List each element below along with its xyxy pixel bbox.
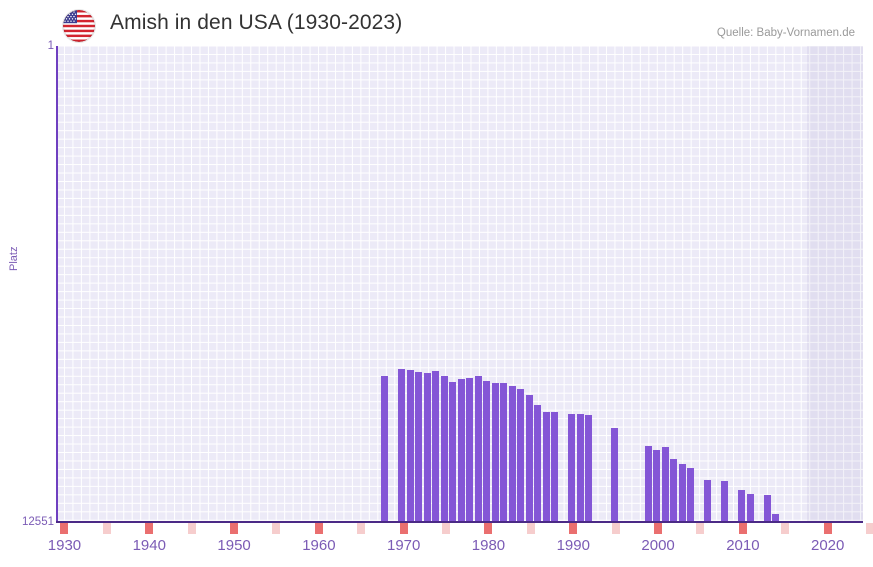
bar-2008[interactable]	[721, 481, 728, 522]
x-tick-1975	[442, 523, 451, 534]
x-axis-label-2020: 2020	[810, 537, 845, 554]
x-tick-1930	[60, 523, 69, 534]
bar-1979[interactable]	[475, 376, 482, 522]
x-tick-1960	[314, 523, 323, 534]
bar-1977[interactable]	[458, 379, 465, 522]
x-axis-label-1980: 1980	[471, 537, 506, 554]
source-attribution: Quelle: Baby-Vornamen.de	[716, 27, 855, 39]
y-axis-title: Platz	[8, 246, 20, 271]
bar-1985[interactable]	[526, 395, 533, 522]
bar-2011[interactable]	[747, 494, 754, 522]
bar-1990[interactable]	[568, 414, 575, 522]
bar-1992[interactable]	[585, 415, 592, 522]
chart-plot-area	[56, 46, 863, 522]
x-tick-2005	[696, 523, 705, 534]
x-axis-label-1940: 1940	[132, 537, 166, 554]
bar-1984[interactable]	[517, 389, 524, 522]
x-axis-label-1960: 1960	[302, 537, 336, 554]
x-axis-label-1930: 1930	[47, 537, 82, 554]
x-tick-1935	[102, 523, 111, 534]
x-tick-1970	[399, 523, 408, 534]
x-tick-1940	[145, 523, 154, 534]
bar-1983[interactable]	[509, 386, 516, 522]
x-tick-1955	[272, 523, 281, 534]
bar-2003[interactable]	[679, 464, 686, 522]
x-axis-ticks	[56, 523, 873, 535]
x-tick-2020	[823, 523, 832, 534]
x-tick-1985	[526, 523, 535, 534]
y-axis-line	[56, 46, 58, 523]
bar-2010[interactable]	[738, 490, 745, 522]
bar-1971[interactable]	[407, 370, 414, 522]
x-tick-1965	[357, 523, 366, 534]
bar-1978[interactable]	[466, 378, 473, 522]
no-data-shaded-region	[807, 46, 863, 522]
x-tick-2015	[781, 523, 790, 534]
usa-flag-icon	[63, 10, 95, 42]
bar-2000[interactable]	[653, 450, 660, 522]
chart-header: Amish in den USA (1930-2023) Quelle: Bab…	[0, 0, 873, 44]
x-tick-2010	[738, 523, 747, 534]
x-tick-1995	[611, 523, 620, 534]
bar-1986[interactable]	[534, 405, 541, 522]
bar-1972[interactable]	[415, 372, 422, 522]
bar-1987[interactable]	[543, 412, 550, 522]
bar-1982[interactable]	[500, 383, 507, 522]
x-tick-1980	[484, 523, 493, 534]
bar-1976[interactable]	[449, 382, 456, 522]
bar-1980[interactable]	[483, 381, 490, 522]
bar-2002[interactable]	[670, 459, 677, 522]
x-tick-1990	[569, 523, 578, 534]
bar-1991[interactable]	[577, 414, 584, 522]
bar-1974[interactable]	[432, 371, 439, 522]
y-axis-bottom-label: 12551	[22, 516, 54, 528]
bar-2004[interactable]	[687, 468, 694, 522]
bar-2001[interactable]	[662, 447, 669, 522]
bar-1975[interactable]	[441, 376, 448, 522]
bar-1970[interactable]	[398, 369, 405, 522]
x-axis-label-2010: 2010	[726, 537, 760, 554]
x-tick-2025	[866, 523, 873, 534]
x-tick-2000	[654, 523, 663, 534]
bar-1988[interactable]	[551, 412, 558, 522]
bar-1968[interactable]	[381, 376, 388, 522]
x-axis-label-1990: 1990	[556, 537, 590, 554]
bar-series	[56, 46, 863, 522]
x-axis-label-2000: 2000	[641, 537, 675, 554]
x-axis-line	[56, 521, 863, 523]
bar-2013[interactable]	[764, 495, 771, 522]
bar-2014[interactable]	[772, 514, 779, 522]
bar-1999[interactable]	[645, 446, 652, 522]
bar-1981[interactable]	[492, 383, 499, 522]
x-tick-1945	[187, 523, 196, 534]
y-axis-top-label: 1	[47, 40, 54, 52]
page-title: Amish in den USA (1930-2023)	[110, 11, 403, 34]
x-axis-label-1970: 1970	[386, 537, 421, 554]
bar-1995[interactable]	[611, 428, 618, 522]
bar-1973[interactable]	[424, 373, 431, 522]
x-axis-labels: 1930 1940 1950 1960 1970 1980 1990 2000 2010 2020	[48, 537, 863, 563]
x-tick-1950	[230, 523, 239, 534]
x-axis-label-1950: 1950	[217, 537, 251, 554]
bar-2006[interactable]	[704, 480, 711, 522]
